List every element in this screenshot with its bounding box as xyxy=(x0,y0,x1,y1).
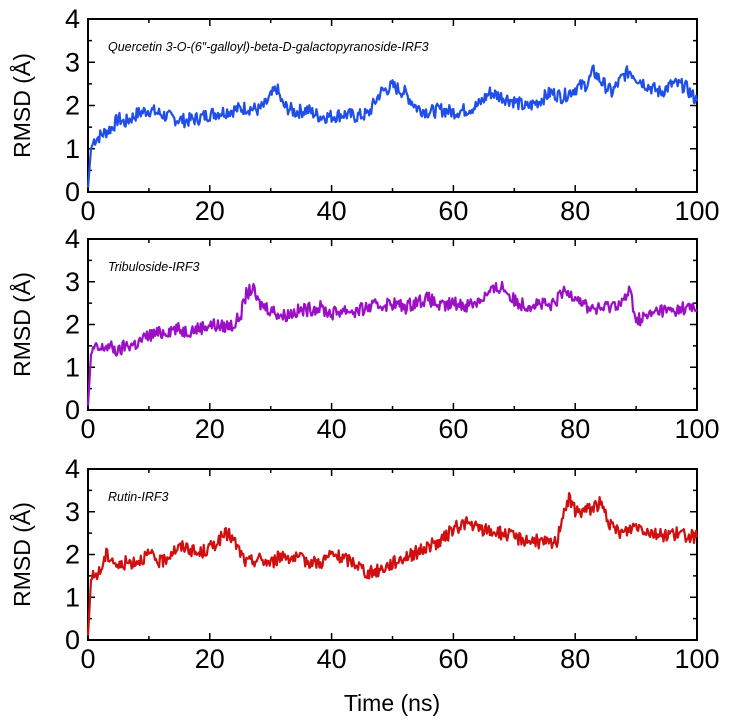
panel-title: Quercetin 3-O-(6″-galloyl)-beta-D-galact… xyxy=(108,40,429,54)
y-tick-label: 4 xyxy=(65,4,80,34)
y-tick-label: 4 xyxy=(65,224,80,254)
y-tick-label: 1 xyxy=(65,134,80,164)
y-tick-label: 0 xyxy=(65,177,80,207)
y-axis-title: RMSD (Å) xyxy=(8,272,35,377)
x-axis-title: Time (ns) xyxy=(344,690,440,716)
x-tick-label: 80 xyxy=(560,196,590,226)
panel-title: Tribuloside-IRF3 xyxy=(108,260,200,274)
y-tick-label: 3 xyxy=(65,267,80,297)
y-tick-label: 0 xyxy=(65,395,80,425)
x-tick-label: 20 xyxy=(195,644,225,674)
chart-panel-1: 0 20 40 60 80 100 0 1 2 3 4 RMSD (Å) Quercetin 3-O-(… xyxy=(8,4,720,226)
x-tick-label: 0 xyxy=(80,196,95,226)
y-tick-label: 3 xyxy=(65,497,80,527)
series-line-1 xyxy=(86,492,699,636)
y-axis-title: RMSD (Å) xyxy=(8,502,35,607)
y-tick-label: 1 xyxy=(65,352,80,382)
chart-panel-2: 0 20 40 60 80 100 0 1 2 3 4 RMSD (Å) Tribuloside-IRF… xyxy=(8,224,720,444)
y-tick-label: 0 xyxy=(65,625,80,655)
y-tick-label: 2 xyxy=(65,310,80,340)
x-tick-label: 40 xyxy=(317,196,347,226)
x-tick-label: 100 xyxy=(674,644,719,674)
x-tick-label: 60 xyxy=(438,644,468,674)
y-tick-label: 2 xyxy=(65,540,80,570)
y-axis-title: RMSD (Å) xyxy=(8,53,35,158)
x-tick-label: 40 xyxy=(317,644,347,674)
y-tick-label: 1 xyxy=(65,582,80,612)
series-line-1 xyxy=(86,64,699,188)
x-tick-label: 80 xyxy=(560,414,590,444)
x-tick-label: 100 xyxy=(674,414,719,444)
plot-frame xyxy=(87,468,698,641)
y-tick-label: 3 xyxy=(65,47,80,77)
series-line-1 xyxy=(86,280,698,406)
x-tick-label: 40 xyxy=(317,414,347,444)
chart-panel-3: 0 20 40 60 80 100 0 1 2 3 4 RMSD (Å) Rutin-IRF3 xyxy=(8,454,720,674)
x-tick-label: 20 xyxy=(195,414,225,444)
x-tick-label: 60 xyxy=(438,414,468,444)
x-tick-label: 0 xyxy=(80,644,95,674)
x-tick-label: 20 xyxy=(195,196,225,226)
x-tick-label: 0 xyxy=(80,414,95,444)
x-tick-label: 100 xyxy=(674,196,719,226)
x-tick-label: 60 xyxy=(438,196,468,226)
y-tick-label: 2 xyxy=(65,91,80,121)
x-tick-label: 80 xyxy=(560,644,590,674)
y-tick-label: 4 xyxy=(65,454,80,484)
panel-title: Rutin-IRF3 xyxy=(108,490,168,504)
